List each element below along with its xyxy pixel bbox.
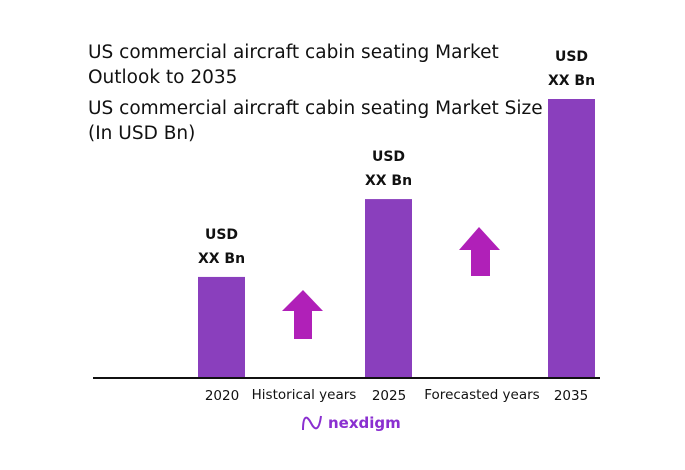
- nexdigm-logo: nexdigm: [300, 413, 401, 433]
- data-label-2020: XX Bn: [198, 251, 245, 267]
- bar-2025: [365, 199, 412, 377]
- historical-years-label: Historical years: [252, 387, 357, 403]
- data-label-2035: XX Bn: [548, 73, 595, 89]
- data-label-2020: USD: [205, 227, 238, 243]
- brand-name: nexdigm: [328, 414, 401, 432]
- tick-label-2035: 2035: [554, 388, 588, 404]
- bar-2035: [548, 99, 595, 377]
- up-arrow-icon: [282, 290, 323, 339]
- data-label-2035: USD: [555, 49, 588, 65]
- data-label-2025: XX Bn: [365, 173, 412, 189]
- up-arrow-icon: [459, 227, 500, 276]
- chart-subtitle: US commercial aircraft cabin seating Mar…: [88, 98, 543, 144]
- tick-label-2025: 2025: [372, 388, 406, 404]
- nexdigm-logo-icon: [302, 415, 322, 431]
- bar-2020: [198, 276, 245, 377]
- data-label-2025: USD: [372, 149, 405, 165]
- tick-label-2020: 2020: [205, 388, 239, 404]
- chart-title: US commercial aircraft cabin seating Mar…: [88, 42, 499, 88]
- forecasted-years-label: Forecasted years: [424, 387, 539, 403]
